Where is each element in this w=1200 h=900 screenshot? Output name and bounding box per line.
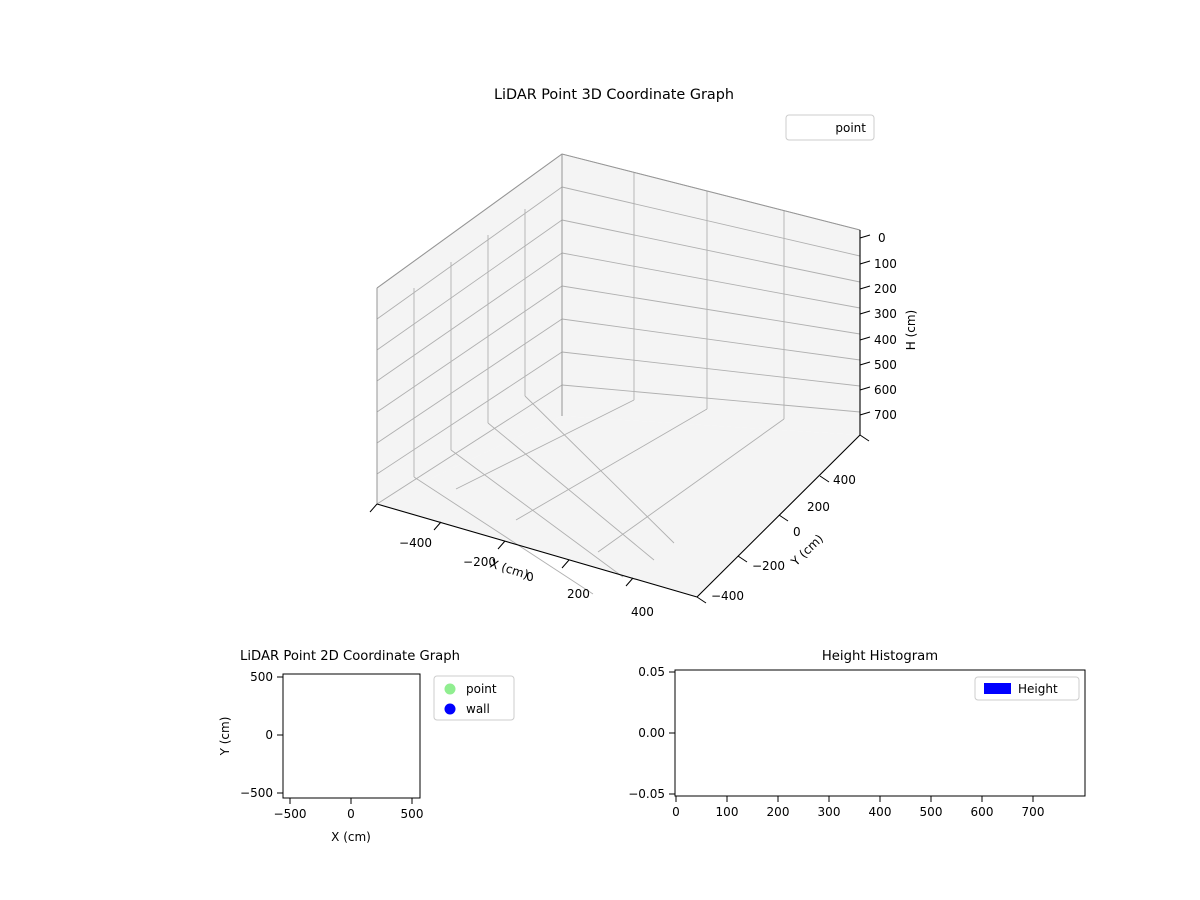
tick-3d-y-200: 200 (807, 500, 830, 514)
ticks-3d-y (696, 434, 870, 604)
tick-3d-z-0: 0 (878, 231, 886, 245)
tick-3d-z-100: 100 (874, 257, 897, 271)
title-2d-plot: LiDAR Point 2D Coordinate Graph (240, 649, 460, 664)
tick-hist-x-300: 300 (818, 805, 841, 819)
axes-3d-lidar[interactable]: −400 −200 0 200 400 X (cm) −400 −200 0 2… (369, 87, 918, 619)
tick-2d-y--500: −500 (240, 786, 273, 800)
tick-hist-x-400: 400 (869, 805, 892, 819)
tick-3d-z-400: 400 (874, 333, 897, 347)
tick-3d-z-200: 200 (874, 282, 897, 296)
legend-3d-box (785, 114, 875, 141)
tick-hist-x-0: 0 (672, 805, 680, 819)
ticks-histogram-x (675, 796, 1034, 802)
axis-label-3d-z: H (cm) (904, 310, 918, 351)
legend-2d-label-wall: wall (466, 702, 490, 716)
tick-3d-y-400: 400 (833, 473, 856, 487)
legend-3d-label-point: point (835, 121, 866, 135)
axis-3d-x (376, 503, 698, 598)
axes-height-histogram[interactable]: Height Histogram 0.05 0.00 −0.05 (628, 649, 1086, 819)
tick-hist-x-100: 100 (716, 805, 739, 819)
tick-3d-z-700: 700 (874, 408, 897, 422)
legend-2d[interactable]: point wall (433, 675, 515, 721)
title-histogram: Height Histogram (822, 649, 938, 664)
tick-3d-x--400: −400 (399, 536, 432, 550)
tick-hist-x-500: 500 (920, 805, 943, 819)
axis-label-2d-y: Y (cm) (218, 717, 232, 757)
legend-histogram[interactable]: Height (974, 676, 1080, 701)
legend-2d-marker-point (444, 683, 456, 695)
legend-histogram-box (974, 676, 1080, 701)
tick-3d-y--200: −200 (752, 559, 785, 573)
tick-2d-x-500: 500 (401, 807, 424, 821)
tick-3d-z-500: 500 (874, 358, 897, 372)
legend-3d[interactable]: point (785, 114, 875, 141)
tick-hist-y--0.05: −0.05 (628, 787, 665, 801)
tick-hist-x-600: 600 (971, 805, 994, 819)
tick-hist-x-200: 200 (767, 805, 790, 819)
legend-2d-label-point: point (466, 682, 497, 696)
pane-xy-floor (377, 416, 860, 597)
pane-xz-wall (377, 154, 562, 504)
legend-histogram-label-height: Height (1018, 682, 1058, 696)
title-3d-plot: LiDAR Point 3D Coordinate Graph (494, 87, 734, 103)
grid-yz-wall (561, 153, 861, 419)
tick-2d-y-0: 0 (265, 728, 273, 742)
tick-hist-x-700: 700 (1022, 805, 1045, 819)
tick-3d-y--400: −400 (711, 589, 744, 603)
tick-2d-x-0: 0 (347, 807, 355, 821)
tick-3d-x-200: 200 (567, 587, 590, 601)
tick-3d-z-300: 300 (874, 307, 897, 321)
tick-3d-y-0: 0 (793, 525, 801, 539)
ticks-2d-x (289, 798, 413, 804)
axis-3d-y (696, 434, 861, 598)
tick-3d-z-600: 600 (874, 383, 897, 397)
axis-label-2d-x: X (cm) (331, 830, 371, 844)
grid-xy-floor (413, 395, 785, 595)
legend-2d-marker-wall (444, 703, 456, 715)
tick-3d-x--200: −200 (463, 555, 496, 569)
ticks-3d-z (859, 234, 871, 416)
axes-2d-lidar[interactable]: LiDAR Point 2D Coordinate Graph 500 0 −5… (218, 649, 515, 844)
tick-3d-x-400: 400 (631, 605, 654, 619)
axis-label-3d-x: X (cm) (488, 557, 530, 582)
ticks-3d-x (369, 503, 634, 587)
ticks-2d-y (277, 676, 283, 794)
legend-histogram-swatch-height (984, 683, 1011, 694)
tick-2d-y-500: 500 (250, 670, 273, 684)
tick-3d-x-0: 0 (526, 570, 534, 584)
tick-hist-y-0.05: 0.05 (638, 665, 665, 679)
grid-xz-wall (376, 153, 563, 505)
ticks-histogram-y (669, 671, 675, 795)
tick-hist-y-0.00: 0.00 (638, 726, 665, 740)
pane-yz-wall (562, 154, 860, 435)
tick-2d-x--500: −500 (274, 807, 307, 821)
axes-2d-frame (282, 673, 421, 799)
